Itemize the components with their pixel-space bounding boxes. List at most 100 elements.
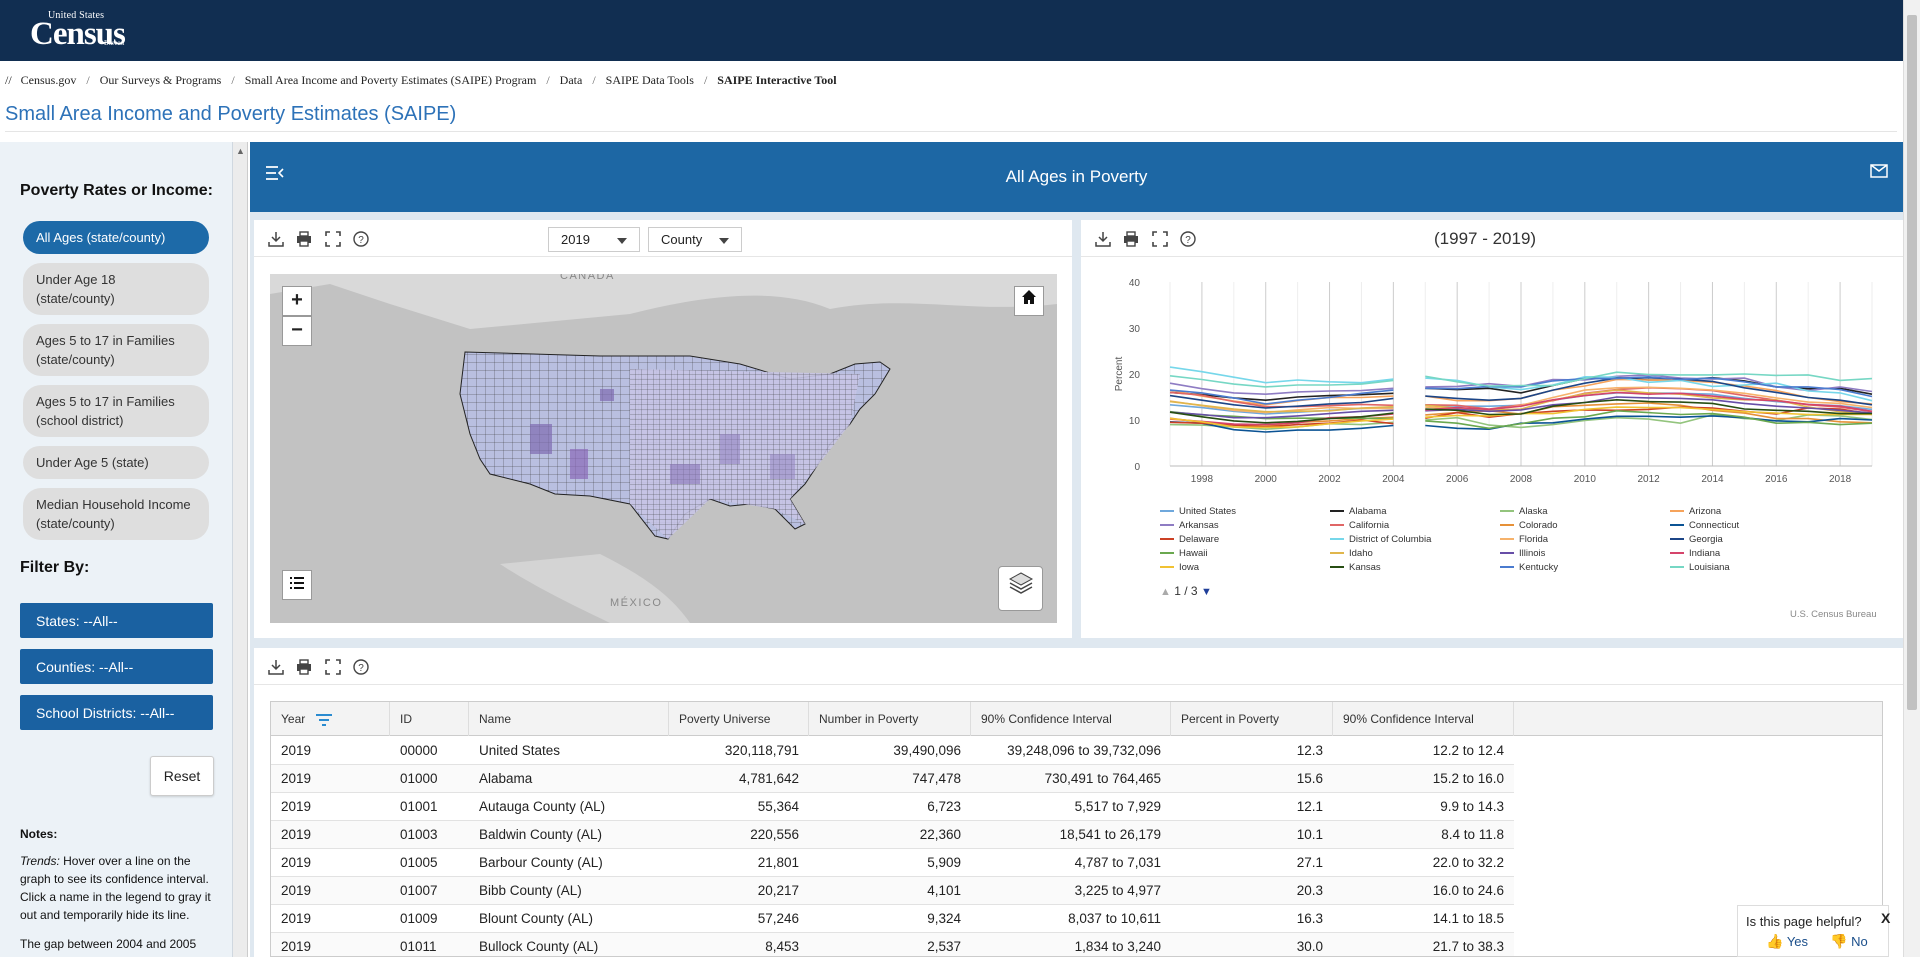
option-ages-5-17-school[interactable]: Ages 5 to 17 in Families (school distric…	[23, 385, 209, 437]
fullscreen-icon[interactable]	[325, 230, 341, 247]
legend-button[interactable]	[282, 570, 312, 600]
reset-button[interactable]: Reset	[150, 756, 214, 796]
legend-item[interactable]: Kansas	[1330, 562, 1381, 573]
scroll-up-icon[interactable]: ▲	[236, 146, 245, 156]
x-tick-label: 2016	[1765, 474, 1788, 485]
table-cell: 30.0	[1296, 939, 1323, 954]
legend-item[interactable]: Louisiana	[1670, 562, 1730, 573]
legend-swatch	[1160, 510, 1174, 513]
help-icon[interactable]: ?	[1180, 231, 1197, 247]
feedback-close-button[interactable]: X	[1881, 910, 1891, 926]
table-row[interactable]: 2019 01003 Baldwin County (AL) 220,556 22,36…	[271, 821, 1514, 849]
menu-collapse-icon[interactable]	[266, 166, 284, 185]
legend-label: Indiana	[1689, 548, 1721, 559]
breadcrumb-saipe-program[interactable]: Small Area Income and Poverty Estimates …	[244, 73, 537, 87]
table-row[interactable]: 2019 01009 Blount County (AL) 57,246 9,324 8,…	[271, 905, 1514, 933]
legend-item[interactable]: United States	[1160, 506, 1236, 517]
legend-item[interactable]: California	[1330, 520, 1389, 531]
legend-label: Delaware	[1179, 534, 1220, 545]
page-scrollbar-thumb[interactable]	[1907, 15, 1917, 710]
census-logo[interactable]: United States Census Bureau	[30, 10, 126, 52]
option-under-18[interactable]: Under Age 18 (state/county)	[23, 263, 209, 315]
counties-filter-button[interactable]: Counties: --All--	[20, 649, 213, 684]
filter-icon[interactable]	[315, 713, 333, 727]
table-row[interactable]: 2019 01011 Bullock County (AL) 8,453 2,537 1,…	[271, 933, 1514, 956]
option-ages-5-17-county[interactable]: Ages 5 to 17 in Families (state/county)	[23, 324, 209, 376]
legend-item[interactable]: Indiana	[1670, 548, 1720, 559]
series-line	[1169, 400, 1394, 413]
print-icon[interactable]	[1123, 231, 1139, 247]
col-id[interactable]: ID	[390, 702, 469, 736]
legend-item[interactable]: Arkansas	[1160, 520, 1219, 531]
print-icon[interactable]	[296, 659, 312, 675]
poverty-map[interactable]: CANADA MÉXICO + −	[270, 274, 1057, 623]
fullscreen-icon[interactable]	[1152, 230, 1168, 247]
legend-item[interactable]: Delaware	[1160, 534, 1219, 545]
legend-label: Louisiana	[1689, 562, 1730, 573]
breadcrumb-surveys[interactable]: Our Surveys & Programs	[99, 73, 222, 87]
sidebar-scrollbar[interactable]: ▲	[233, 142, 248, 957]
legend-item[interactable]: Alaska	[1500, 506, 1548, 517]
col-name[interactable]: Name	[469, 702, 669, 736]
col-year[interactable]: Year	[271, 702, 390, 736]
legend-label: Iowa	[1179, 562, 1200, 573]
fullscreen-icon[interactable]	[325, 658, 341, 675]
breadcrumb-census[interactable]: Census.gov	[20, 73, 77, 87]
table-cell: 22.0 to 32.2	[1432, 855, 1504, 870]
legend-item[interactable]: Kentucky	[1500, 562, 1558, 573]
legend-item[interactable]: Idaho	[1330, 548, 1373, 559]
legend-item[interactable]: Colorado	[1500, 520, 1558, 531]
legend-item[interactable]: Iowa	[1160, 562, 1199, 573]
states-filter-button[interactable]: States: --All--	[20, 603, 213, 638]
legend-item[interactable]: Florida	[1500, 534, 1548, 545]
download-icon[interactable]	[268, 231, 284, 247]
col-confidence-percent[interactable]: 90% Confidence Interval	[1333, 702, 1514, 736]
pager-up-icon[interactable]: ▲	[1160, 586, 1171, 598]
svg-text:?: ?	[359, 235, 365, 246]
help-icon[interactable]: ?	[353, 231, 370, 247]
series-line	[1169, 375, 1394, 388]
table-row[interactable]: 2019 01001 Autauga County (AL) 55,364 6,723 5…	[271, 793, 1514, 821]
poverty-trend-chart[interactable]: 1998 2000 2002 2004 2006 2008 2010 2012 2014 2016…	[1110, 270, 1880, 500]
breadcrumb-data[interactable]: Data	[559, 73, 583, 87]
home-button[interactable]	[1014, 286, 1044, 316]
page-scrollbar[interactable]	[1903, 0, 1920, 957]
mail-icon[interactable]	[1870, 164, 1888, 183]
legend-item[interactable]: Connecticut	[1670, 520, 1739, 531]
col-percent-in-poverty[interactable]: Percent in Poverty	[1171, 702, 1333, 736]
feedback-yes-button[interactable]: 👍 Yes	[1766, 933, 1808, 950]
zoom-in-button[interactable]: +	[282, 286, 312, 316]
legend-item[interactable]: Alabama	[1330, 506, 1387, 517]
breadcrumb-data-tools[interactable]: SAIPE Data Tools	[605, 73, 694, 87]
col-poverty-universe[interactable]: Poverty Universe	[669, 702, 809, 736]
legend-item[interactable]: District of Columbia	[1330, 534, 1431, 545]
pager-down-icon[interactable]: ▼	[1200, 586, 1212, 598]
year-select[interactable]: 2019	[548, 227, 640, 252]
option-median-income[interactable]: Median Household Income (state/county)	[23, 488, 209, 540]
option-all-ages[interactable]: All Ages (state/county)	[23, 221, 209, 254]
layers-button[interactable]	[998, 566, 1043, 611]
help-icon[interactable]: ?	[353, 659, 370, 675]
download-icon[interactable]	[268, 659, 284, 675]
print-icon[interactable]	[296, 231, 312, 247]
table-row[interactable]: 2019 01007 Bibb County (AL) 20,217 4,101 3,22…	[271, 877, 1514, 905]
legend-item[interactable]: Illinois	[1500, 548, 1545, 559]
table-cell: 20,217	[757, 883, 799, 898]
col-number-in-poverty[interactable]: Number in Poverty	[809, 702, 971, 736]
legend-item[interactable]: Arizona	[1670, 506, 1721, 517]
legend-item[interactable]: Hawaii	[1160, 548, 1208, 559]
geography-select[interactable]: County	[648, 227, 742, 252]
download-icon[interactable]	[1095, 231, 1111, 247]
legend-item[interactable]: Georgia	[1670, 534, 1723, 545]
table-row[interactable]: 2019 01005 Barbour County (AL) 21,801 5,909 4…	[271, 849, 1514, 877]
col-confidence-number[interactable]: 90% Confidence Interval	[971, 702, 1171, 736]
option-under-5[interactable]: Under Age 5 (state)	[23, 446, 209, 479]
table-cell: 8,037 to 10,611	[1068, 911, 1161, 926]
series-line	[1169, 389, 1394, 405]
school-districts-filter-button[interactable]: School Districts: --All--	[20, 695, 213, 730]
table-row[interactable]: 2019 00000 United States 320,118,791 39,490,…	[271, 737, 1514, 765]
feedback-no-button[interactable]: 👎 No	[1830, 933, 1868, 950]
table-row[interactable]: 2019 01000 Alabama 4,781,642 747,478 730,491 …	[271, 765, 1514, 793]
zoom-out-button[interactable]: −	[282, 316, 312, 346]
chevron-down-icon	[719, 238, 729, 244]
